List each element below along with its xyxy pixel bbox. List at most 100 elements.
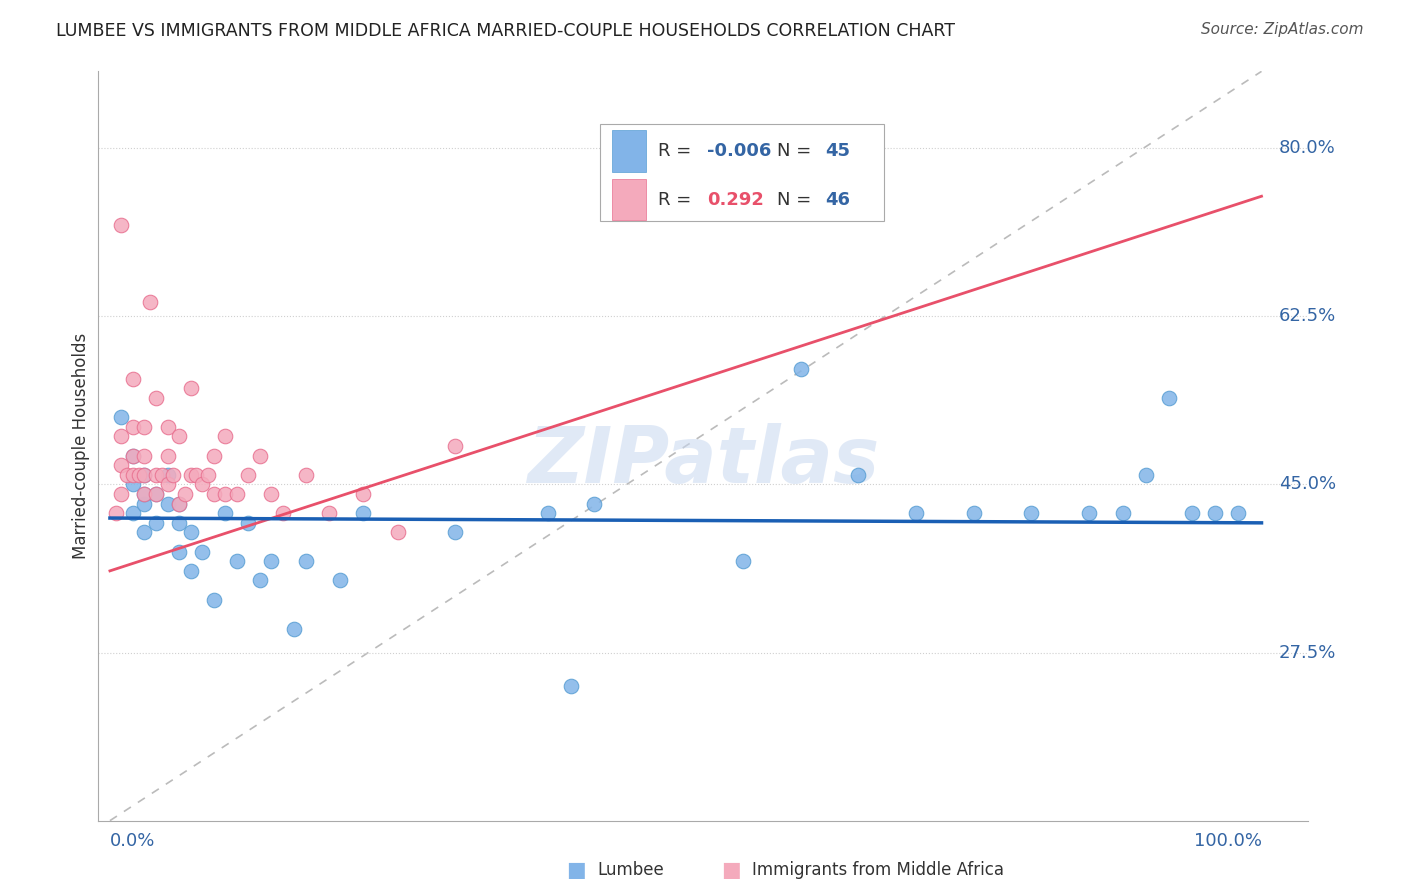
Point [905,506,928,520]
Point [134,419,156,434]
Point [790,362,813,376]
Text: 0.292: 0.292 [707,191,763,209]
Point [122,419,145,434]
Point [167,429,190,443]
Point [134,449,156,463]
Text: 62.5%: 62.5% [1279,308,1336,326]
Point [444,439,467,453]
Text: N =: N = [776,191,817,209]
Point [115,467,138,482]
Point [150,467,173,482]
Point [128,467,150,482]
Point [145,487,167,501]
Point [848,467,870,482]
Point [283,622,305,636]
Point [134,467,156,482]
Point [145,467,167,482]
Point [180,564,202,578]
Point [162,467,184,482]
Point [1227,506,1250,520]
FancyBboxPatch shape [613,130,647,171]
Point [167,497,190,511]
Point [214,487,236,501]
Point [156,449,179,463]
Point [145,487,167,501]
Point [1204,506,1226,520]
Text: N =: N = [776,142,817,160]
Point [1135,467,1157,482]
Point [1077,506,1099,520]
Point [329,574,352,588]
Point [156,419,179,434]
Point [582,497,605,511]
Point [191,544,214,558]
Point [1019,506,1042,520]
Point [134,497,156,511]
Point [1112,506,1135,520]
Point [180,381,202,395]
Text: 46: 46 [825,191,851,209]
Point [236,467,259,482]
Point [352,487,374,501]
Point [536,506,558,520]
Point [167,516,190,530]
Point [294,554,316,568]
Text: ■: ■ [567,860,586,880]
Text: 100.0%: 100.0% [1194,832,1261,850]
Point [1159,391,1181,405]
Text: R =: R = [658,142,697,160]
Point [197,467,219,482]
Point [225,487,247,501]
Point [134,487,156,501]
Point [156,477,179,491]
Point [962,506,984,520]
Point [180,467,202,482]
Text: LUMBEE VS IMMIGRANTS FROM MIDDLE AFRICA MARRIED-COUPLE HOUSEHOLDS CORRELATION CH: LUMBEE VS IMMIGRANTS FROM MIDDLE AFRICA … [56,22,955,40]
Point [110,458,132,473]
Point [104,506,127,520]
Point [236,516,259,530]
Point [110,410,132,425]
Text: Lumbee: Lumbee [598,861,664,879]
Text: 45: 45 [825,142,851,160]
Point [214,429,236,443]
Point [156,497,179,511]
Text: ZIPatlas: ZIPatlas [527,423,879,499]
Point [122,467,145,482]
Y-axis label: Married-couple Households: Married-couple Households [72,333,90,559]
Text: R =: R = [658,191,697,209]
Text: 45.0%: 45.0% [1279,475,1336,493]
Point [122,372,145,386]
Point [134,467,156,482]
Point [110,487,132,501]
Point [271,506,294,520]
Text: -0.006: -0.006 [707,142,770,160]
Point [122,477,145,491]
Point [186,467,208,482]
Point [134,487,156,501]
Point [156,467,179,482]
Point [202,592,225,607]
Point [202,449,225,463]
Point [214,506,236,520]
Text: 80.0%: 80.0% [1279,139,1336,157]
Point [1181,506,1204,520]
Point [122,449,145,463]
Point [444,525,467,540]
Point [352,506,374,520]
Text: 0.0%: 0.0% [110,832,155,850]
Point [173,487,195,501]
Text: 27.5%: 27.5% [1279,643,1336,662]
Point [318,506,340,520]
Point [167,544,190,558]
Point [733,554,755,568]
Point [191,477,214,491]
Point [387,525,409,540]
Point [145,391,167,405]
Point [294,467,316,482]
Point [560,679,582,693]
Point [122,506,145,520]
Point [110,429,132,443]
FancyBboxPatch shape [600,124,884,221]
Text: Immigrants from Middle Africa: Immigrants from Middle Africa [752,861,1004,879]
